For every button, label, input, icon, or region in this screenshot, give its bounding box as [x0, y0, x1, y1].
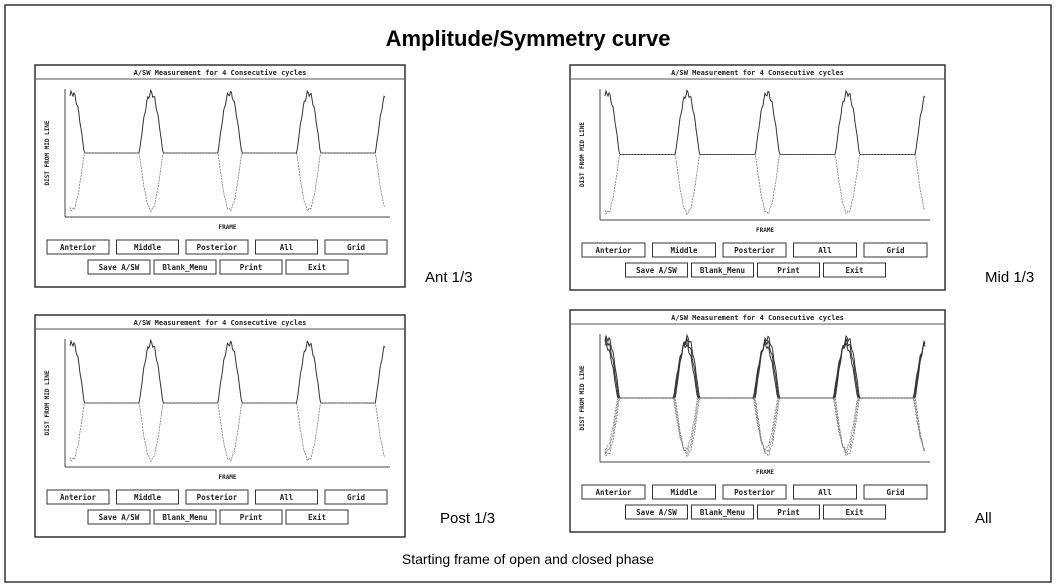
- y-axis-label: DIST FROM MID LINE: [44, 370, 51, 435]
- button-label[interactable]: Anterior: [60, 493, 97, 502]
- button-label[interactable]: Save A/SW: [636, 508, 677, 517]
- figure-caption: Starting frame of open and closed phase: [402, 551, 654, 567]
- button-label[interactable]: Posterior: [197, 243, 238, 252]
- button-label[interactable]: Print: [777, 266, 800, 275]
- button-label[interactable]: Posterior: [734, 246, 775, 255]
- x-axis-label: FRAME: [756, 469, 774, 476]
- button-label[interactable]: Exit: [845, 508, 863, 517]
- button-label[interactable]: Save A/SW: [636, 266, 677, 275]
- button-label[interactable]: Print: [777, 508, 800, 517]
- figure: Amplitude/Symmetry curve Starting frame …: [0, 0, 1057, 588]
- button-label[interactable]: Grid: [886, 246, 904, 255]
- button-label[interactable]: Print: [240, 263, 263, 272]
- button-label[interactable]: Exit: [308, 513, 326, 522]
- button-label[interactable]: All: [818, 246, 832, 255]
- window-title: A/SW Measurement for 4 Consecutive cycle…: [134, 319, 307, 327]
- panel-label: Post 1/3: [440, 510, 495, 527]
- button-label[interactable]: Grid: [347, 243, 365, 252]
- button-label[interactable]: Anterior: [595, 488, 632, 497]
- button-label[interactable]: Print: [240, 513, 263, 522]
- button-label[interactable]: Middle: [134, 493, 162, 502]
- button-label[interactable]: Middle: [670, 488, 698, 497]
- window-title: A/SW Measurement for 4 Consecutive cycle…: [134, 69, 307, 77]
- panel-label: All: [975, 510, 992, 527]
- window-title: A/SW Measurement for 4 Consecutive cycle…: [671, 314, 844, 322]
- y-axis-label: DIST FROM MID LINE: [579, 365, 586, 430]
- button-label[interactable]: Save A/SW: [99, 263, 140, 272]
- x-axis-label: FRAME: [756, 227, 774, 234]
- button-label[interactable]: Middle: [670, 246, 698, 255]
- button-label[interactable]: Blank_Menu: [700, 508, 745, 517]
- button-label[interactable]: Posterior: [197, 493, 238, 502]
- button-label[interactable]: Anterior: [60, 243, 97, 252]
- panel-label: Mid 1/3: [985, 269, 1034, 286]
- button-label[interactable]: Save A/SW: [99, 513, 140, 522]
- figure-title: Amplitude/Symmetry curve: [386, 26, 671, 51]
- x-axis-label: FRAME: [218, 474, 236, 481]
- button-label[interactable]: Exit: [308, 263, 326, 272]
- button-label[interactable]: Blank_Menu: [162, 263, 207, 272]
- button-label[interactable]: Grid: [347, 493, 365, 502]
- button-label[interactable]: Anterior: [595, 246, 632, 255]
- button-label[interactable]: All: [280, 243, 294, 252]
- button-label[interactable]: Grid: [886, 488, 904, 497]
- button-label[interactable]: All: [280, 493, 294, 502]
- button-label[interactable]: Blank_Menu: [700, 266, 745, 275]
- button-label[interactable]: Blank_Menu: [162, 513, 207, 522]
- window-title: A/SW Measurement for 4 Consecutive cycle…: [671, 69, 844, 77]
- button-label[interactable]: Exit: [845, 266, 863, 275]
- button-label[interactable]: Middle: [134, 243, 162, 252]
- panel-label: Ant 1/3: [425, 269, 473, 286]
- button-label[interactable]: Posterior: [734, 488, 775, 497]
- x-axis-label: FRAME: [218, 224, 236, 231]
- y-axis-label: DIST FROM MID LINE: [579, 122, 586, 187]
- y-axis-label: DIST FROM MID LINE: [44, 120, 51, 185]
- button-label[interactable]: All: [818, 488, 832, 497]
